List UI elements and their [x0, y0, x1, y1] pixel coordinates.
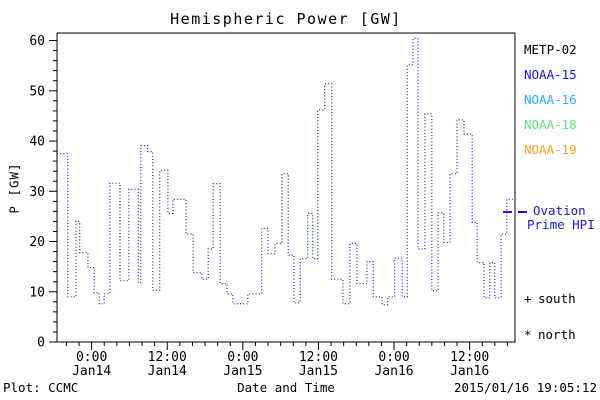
page-title: Hemispheric Power [GW]: [170, 10, 402, 28]
legend-item-noaa-19: NOAA-19: [524, 142, 577, 157]
legend-ovation-text2: Prime HPI: [527, 217, 595, 232]
x-tick-date-label: Jan14: [72, 364, 111, 379]
x-tick-date-label: Jan16: [450, 364, 489, 379]
legend-marker-north: * north: [524, 327, 576, 342]
x-tick-date-label: Jan14: [148, 364, 187, 379]
x-tick-date-label: Jan16: [374, 364, 413, 379]
x-tick-time-label: 12:00: [299, 350, 338, 365]
x-tick-time-label: 12:00: [148, 350, 187, 365]
x-tick-time-label: 0:00: [227, 350, 258, 365]
dash-icon: [518, 210, 527, 213]
x-tick-date-label: Jan15: [299, 364, 338, 379]
legend-item-noaa-15: NOAA-15: [524, 67, 577, 82]
plus-marker-icon: +: [524, 291, 532, 306]
y-tick-label: 20: [29, 235, 45, 250]
dash-icon: [503, 210, 512, 213]
y-tick-label: 0: [37, 336, 45, 351]
y-tick-label: 10: [29, 285, 45, 300]
legend-item-noaa-16: NOAA-16: [524, 92, 577, 107]
plot-timestamp: 2015/01/16 19:05:12: [454, 380, 597, 395]
series-ovation-prime-hpi: [57, 37, 515, 306]
legend-item-noaa-18: NOAA-18: [524, 117, 577, 132]
legend-marker-south: + south: [524, 291, 576, 306]
y-tick-label: 40: [29, 135, 45, 150]
y-tick-label: 60: [29, 34, 45, 49]
x-axis-title: Date and Time: [237, 380, 335, 395]
x-tick-time-label: 0:00: [378, 350, 409, 365]
asterisk-marker-icon: *: [524, 327, 532, 342]
legend-ovation-prime-hpi: Ovation Prime HPI: [503, 204, 595, 232]
plot-source-text: Plot: CCMC: [3, 380, 79, 395]
x-tick-time-label: 0:00: [76, 350, 107, 365]
y-tick-label: 50: [29, 84, 45, 99]
plot-border: [56, 32, 516, 343]
legend-ovation-line1: Ovation: [503, 204, 595, 218]
legend-item-metp-02: METP-02: [524, 42, 577, 57]
legend-marker-north-label: north: [538, 327, 576, 342]
legend-marker-south-label: south: [538, 291, 576, 306]
x-tick-date-label: Jan15: [223, 364, 262, 379]
y-tick-label: 30: [29, 185, 45, 200]
x-tick-time-label: 12:00: [450, 350, 489, 365]
legend-ovation-text1: Ovation: [533, 203, 586, 218]
